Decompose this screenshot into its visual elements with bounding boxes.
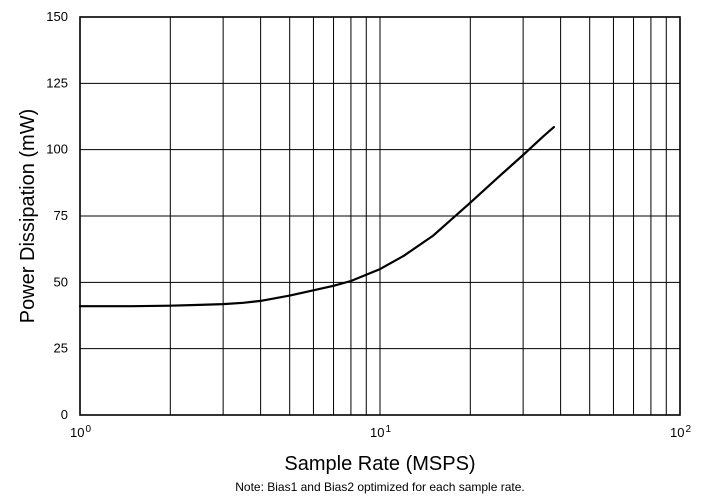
x-tick-label: 101: [370, 424, 391, 440]
x-axis-title: Sample Rate (MSPS): [284, 453, 475, 475]
y-axis-title: Power Dissipation (mW): [17, 109, 39, 323]
y-tick-label: 125: [46, 75, 68, 90]
y-tick-label: 50: [54, 274, 68, 289]
y-tick-label: 100: [46, 142, 68, 157]
y-gridlines: [80, 82, 680, 350]
x-tick-label: 100: [70, 424, 91, 440]
plot-frame: [79, 16, 681, 416]
y-tick-label: 0: [61, 407, 68, 422]
series-line: [78, 126, 555, 308]
x-tick-labels: 100 101 102: [70, 424, 691, 440]
y-tick-label: 25: [54, 341, 68, 356]
x-tick-label: 102: [670, 424, 691, 440]
chart-note: Note: Bias1 and Bias2 optimized for each…: [235, 480, 525, 494]
y-tick-label: 150: [46, 9, 68, 24]
y-tick-labels: 0 25 50 75 100 125 150: [46, 9, 68, 422]
y-tick-label: 75: [54, 208, 68, 223]
